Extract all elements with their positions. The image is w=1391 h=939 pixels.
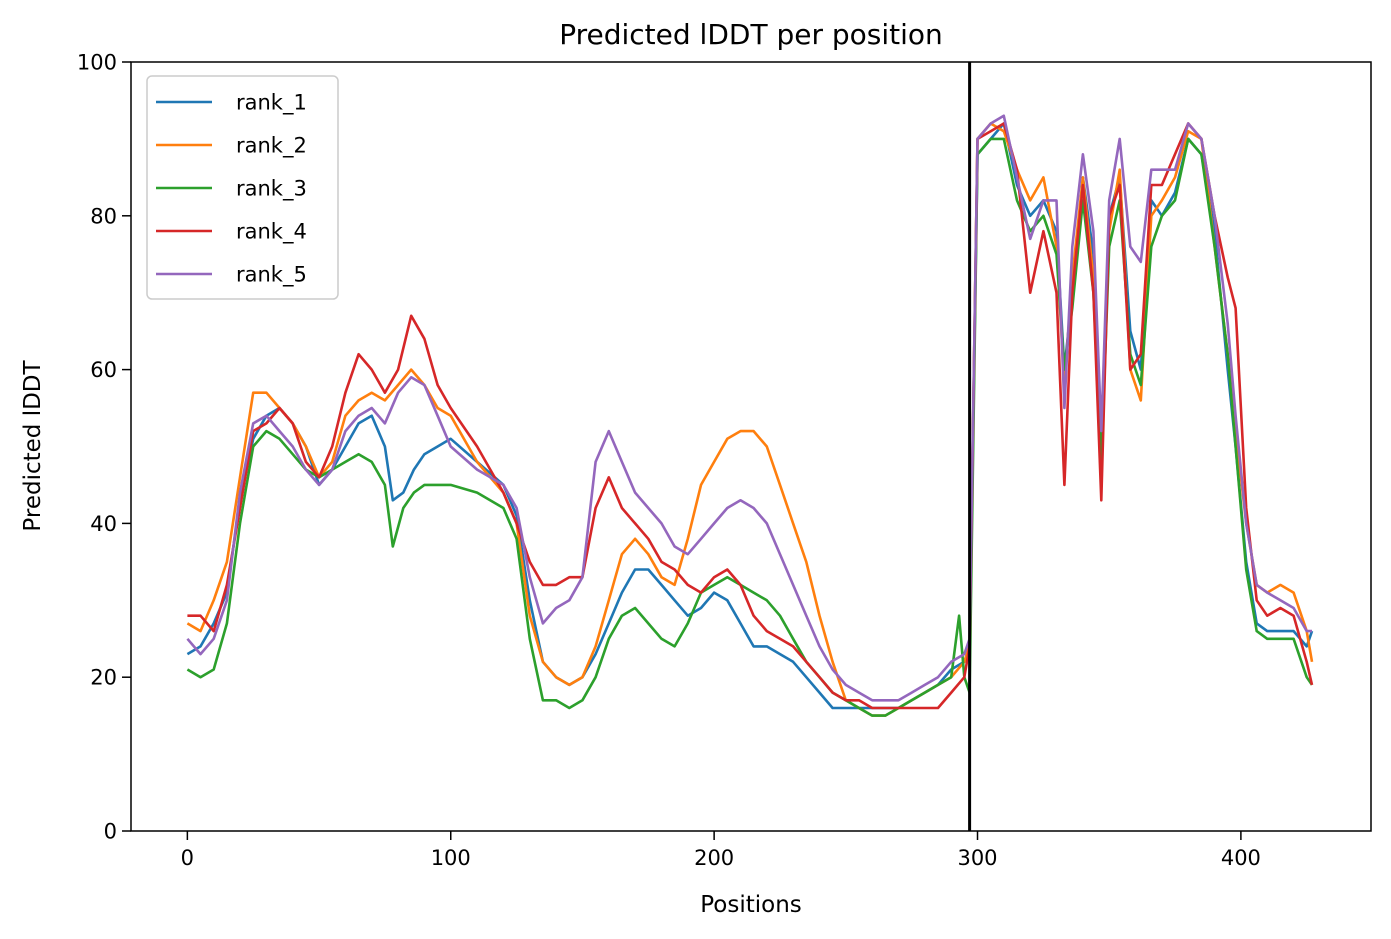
legend-label-rank_2: rank_2 — [236, 134, 307, 159]
x-tick-label: 300 — [957, 846, 997, 870]
y-tick-label: 40 — [90, 512, 117, 536]
y-axis: 0 20 40 60 80 100 — [77, 51, 131, 844]
y-tick-label: 0 — [104, 820, 117, 844]
y-tick-label: 100 — [77, 51, 117, 75]
legend-label-rank_4: rank_4 — [236, 220, 307, 245]
series-line-rank_4 — [187, 122, 1314, 710]
y-tick-label: 60 — [90, 358, 117, 382]
chart-title: Predicted lDDT per position — [559, 18, 943, 51]
legend-label-rank_1: rank_1 — [236, 91, 307, 116]
plot-area-frame — [130, 61, 1372, 832]
series-line-rank_5 — [186, 114, 1312, 702]
legend-label-rank_5: rank_5 — [236, 263, 307, 288]
y-tick-label: 80 — [90, 204, 117, 228]
x-axis: 0 100 200 300 400 — [181, 831, 1261, 870]
series-group — [186, 114, 1314, 717]
x-axis-label: Positions — [700, 892, 802, 918]
y-tick-label: 20 — [90, 666, 117, 690]
legend-box — [146, 75, 339, 300]
x-tick-label: 200 — [694, 846, 734, 870]
legend-label-rank_3: rank_3 — [236, 177, 307, 202]
x-tick-label: 100 — [431, 846, 471, 870]
x-tick-label: 400 — [1221, 846, 1261, 870]
y-axis-label: Predicted lDDT — [20, 359, 46, 531]
series-line-rank_3 — [186, 137, 1314, 717]
x-tick-label: 0 — [181, 846, 194, 870]
legend: rank_1 rank_2 rank_3 rank_4 rank_5 — [146, 75, 339, 300]
